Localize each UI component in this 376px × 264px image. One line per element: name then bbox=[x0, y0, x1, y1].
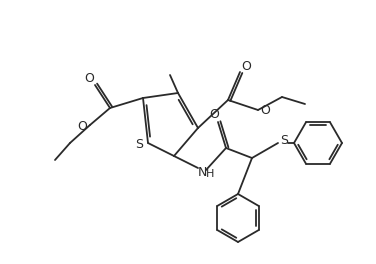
Text: O: O bbox=[84, 73, 94, 86]
Text: O: O bbox=[241, 60, 251, 73]
Text: O: O bbox=[209, 107, 219, 120]
Text: N: N bbox=[197, 166, 207, 178]
Text: H: H bbox=[206, 169, 214, 179]
Text: O: O bbox=[77, 120, 87, 134]
Text: S: S bbox=[135, 139, 143, 152]
Text: O: O bbox=[260, 105, 270, 117]
Text: S: S bbox=[280, 134, 288, 148]
